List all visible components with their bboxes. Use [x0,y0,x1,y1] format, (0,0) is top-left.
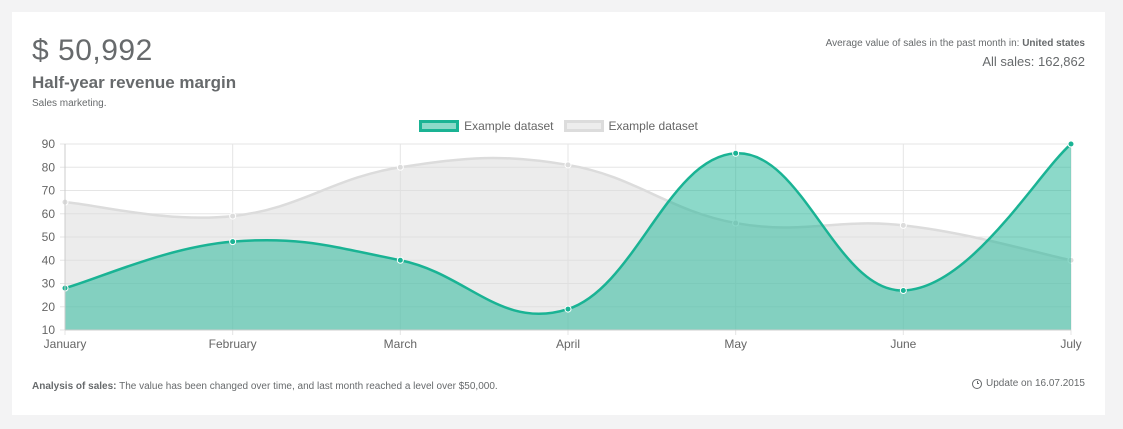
revenue-card: $ 50,992 Half-year revenue margin Sales … [12,12,1105,415]
analysis-label: Analysis of sales: [32,381,117,392]
average-sales-region: United states [1022,38,1085,49]
y-tick-label-20: 20 [42,300,56,314]
y-tick-label-80: 80 [42,160,56,174]
update-info: Update on 16.07.2015 [972,378,1085,389]
y-tick-label-70: 70 [42,184,56,198]
x-tick-label-1: February [209,337,257,351]
y-tick-label-60: 60 [42,207,56,221]
series-1-point-3 [564,305,572,313]
chart-legend: Example dataset Example dataset [12,119,1105,133]
series-2-point-2 [396,163,404,171]
legend-item-series-2[interactable]: Example dataset [563,119,698,133]
y-tick-label-30: 30 [42,277,56,291]
average-sales-label: Average value of sales in the past month… [826,38,1085,49]
series-1-point-6 [1067,140,1075,148]
x-tick-label-2: March [384,337,417,351]
series-2-point-3 [564,161,572,169]
analysis-note: Analysis of sales: The value has been ch… [32,381,498,392]
legend-swatch-series-1 [419,120,460,132]
y-tick-label-50: 50 [42,230,56,244]
series-1-point-2 [396,256,404,264]
x-tick-label-4: May [724,337,747,351]
x-tick-label-0: January [44,337,87,351]
legend-label-series-2: Example dataset [608,119,698,133]
x-tick-label-3: April [556,337,580,351]
y-tick-label-90: 90 [42,137,56,151]
series-1-point-1 [229,238,237,246]
legend-label-series-1: Example dataset [464,119,554,133]
series-1-point-5 [899,286,907,294]
average-sales-text: Average value of sales in the past month… [825,38,1020,49]
y-tick-label-10: 10 [42,323,56,337]
series-1-point-4 [732,149,740,157]
all-sales: All sales: 162,862 [982,54,1085,69]
legend-item-series-1[interactable]: Example dataset [419,119,554,133]
total-value: $ 50,992 [32,34,153,67]
series-2-point-5 [899,221,907,229]
card-title: Half-year revenue margin [32,73,237,92]
x-tick-label-5: June [890,337,916,351]
clock-icon [972,378,983,389]
revenue-area-chart: 10 20 30 40 50 60 70 80 90 January February March Ap… [42,137,1082,351]
update-text: Update on 16.07.2015 [986,378,1085,389]
series-2-point-1 [229,212,237,220]
legend-swatch-series-2 [563,120,604,132]
analysis-text: The value has been changed over time, an… [119,381,498,392]
x-tick-label-6: July [1060,337,1081,351]
card-subtitle: Sales marketing. [32,98,107,109]
series-1-area [65,144,1071,330]
y-tick-label-40: 40 [42,253,56,267]
